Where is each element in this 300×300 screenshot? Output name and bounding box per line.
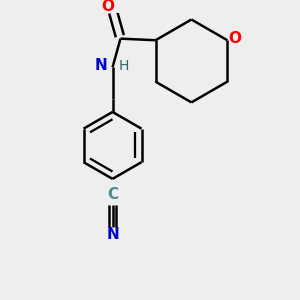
Text: O: O [101, 0, 114, 14]
Text: H: H [118, 59, 129, 73]
Text: N: N [95, 58, 108, 73]
Text: C: C [107, 187, 118, 202]
Text: O: O [228, 31, 241, 46]
Text: N: N [106, 227, 119, 242]
